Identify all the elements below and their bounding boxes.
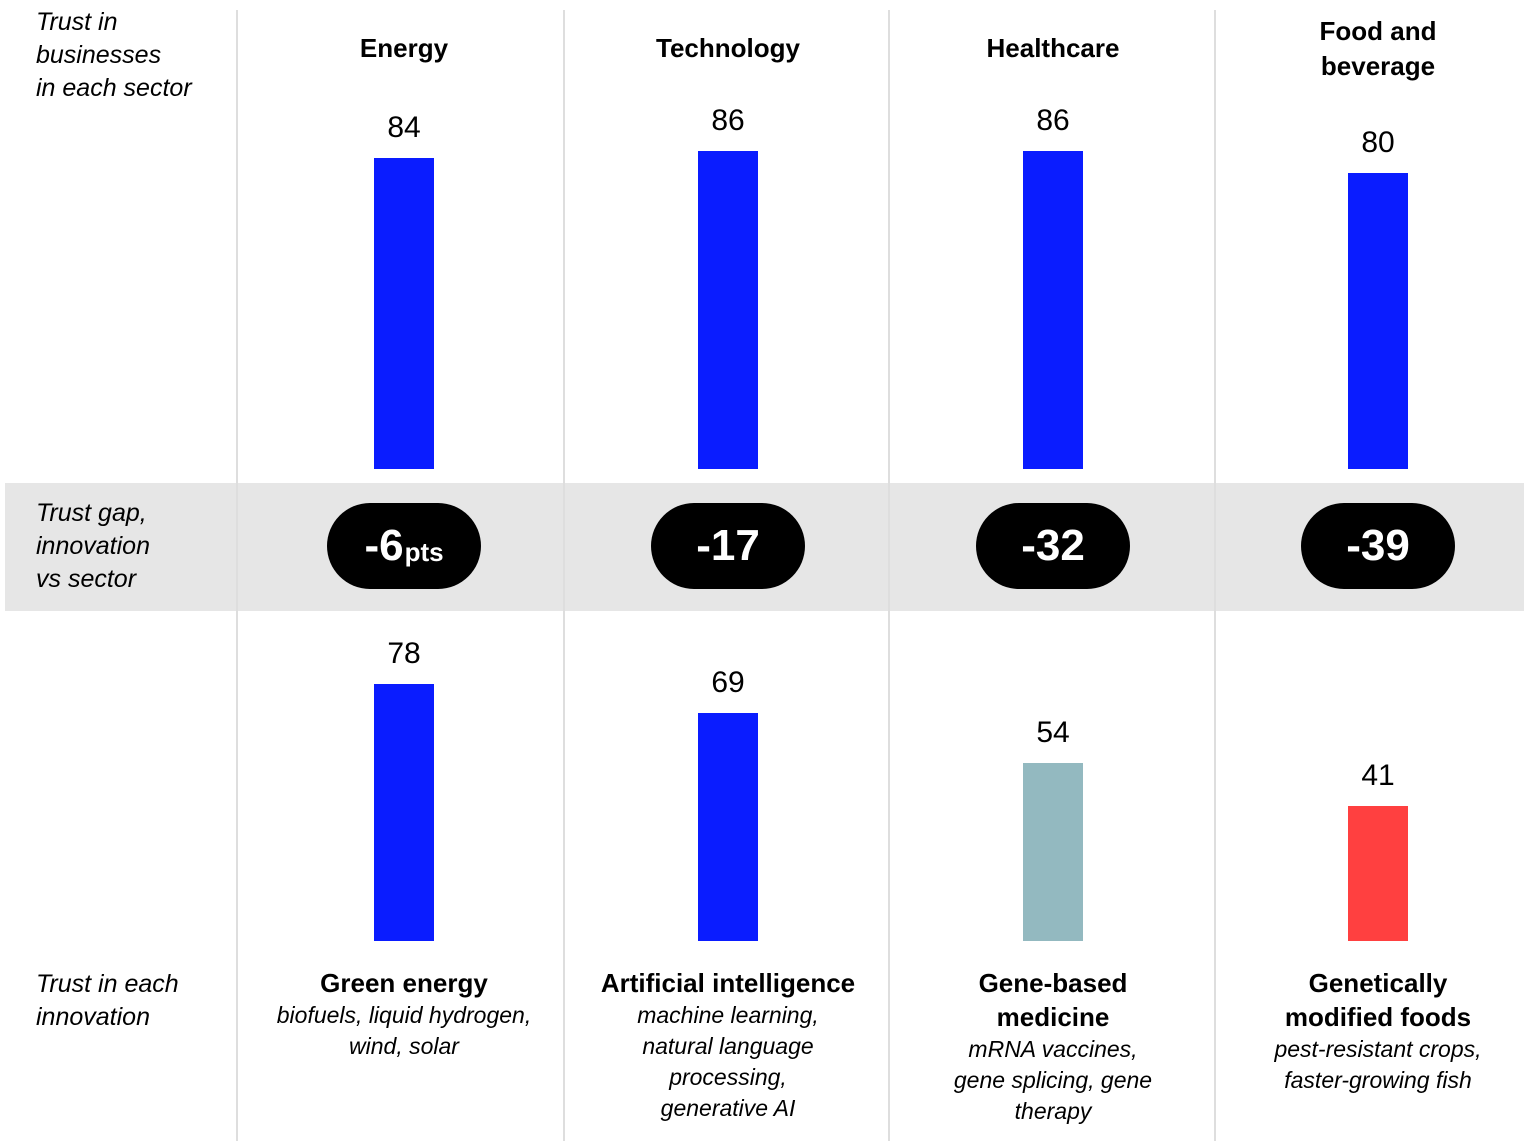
sector-trust-value: 84 xyxy=(387,111,421,145)
trust-gap-value: -17 xyxy=(696,521,760,570)
innovation-description: machine learning, natural language proce… xyxy=(637,1002,819,1121)
trust-gap-unit: pts xyxy=(404,536,444,567)
innovation-trust-value: 41 xyxy=(1361,758,1395,792)
row-label-trust-gap: Trust gap, innovation vs sector xyxy=(36,499,150,593)
trust-gap-pill: -39 xyxy=(1301,503,1455,589)
innovation-name: Artificial intelligence xyxy=(600,968,856,998)
innovation-trust-value: 69 xyxy=(711,666,745,700)
trust-gap-value: -6 xyxy=(364,521,404,570)
sector-trust-bar xyxy=(698,150,758,469)
sector-trust-bar xyxy=(1023,150,1083,469)
row-label-innovation-trust: Trust in each innovation xyxy=(36,970,179,1031)
innovation-trust-value: 54 xyxy=(1036,715,1070,749)
sector-title: Food and beverage xyxy=(1319,16,1437,81)
column-divider xyxy=(563,10,565,1141)
innovation-block: Artificial intelligence machine learning,… xyxy=(568,966,888,1124)
sector-trust-value: 86 xyxy=(1036,103,1070,137)
sector-title: Technology xyxy=(656,33,800,63)
column-divider xyxy=(888,10,890,1141)
innovation-name: Genetically modified foods xyxy=(1284,968,1472,1032)
innovation-trust-bar xyxy=(698,713,758,941)
innovation-trust-bar xyxy=(374,683,434,941)
column-divider xyxy=(1214,10,1216,1141)
innovation-trust-value: 78 xyxy=(387,636,421,670)
sector-trust-value: 80 xyxy=(1361,126,1395,159)
innovation-name: Green energy xyxy=(320,968,488,998)
column-divider xyxy=(236,10,238,1141)
innovation-trust-bar xyxy=(1348,805,1408,941)
row-label-sector-trust: Trust in businesses in each sector xyxy=(36,8,192,102)
sector-trust-bar xyxy=(1348,173,1408,469)
trust-gap-value: -39 xyxy=(1346,521,1410,570)
innovation-name: Gene-based medicine xyxy=(978,968,1128,1032)
sector-title: Healthcare xyxy=(986,33,1120,63)
innovation-trust-bar xyxy=(1023,762,1083,941)
trust-gap-pill: -6 pts xyxy=(327,503,481,589)
sector-trust-bar xyxy=(374,158,434,469)
innovation-description: pest-resistant crops, faster-growing fis… xyxy=(1274,1036,1482,1093)
innovation-description: mRNA vaccines, gene splicing, gene thera… xyxy=(953,1036,1153,1124)
sector-title: Energy xyxy=(359,33,449,63)
innovation-description: biofuels, liquid hydrogen, wind, solar xyxy=(276,1002,532,1059)
innovation-block: Green energy biofuels, liquid hydrogen, w… xyxy=(244,966,564,1062)
trust-gap-value: -32 xyxy=(1021,521,1085,570)
innovation-block: Gene-based medicine mRNA vaccines, gene s… xyxy=(893,966,1213,1127)
trust-gap-pill: -17 xyxy=(651,503,805,589)
sector-trust-value: 86 xyxy=(711,103,745,137)
innovation-block: Genetically modified foods pest-resistant… xyxy=(1218,966,1524,1096)
trust-gap-pill: -32 xyxy=(976,503,1130,589)
